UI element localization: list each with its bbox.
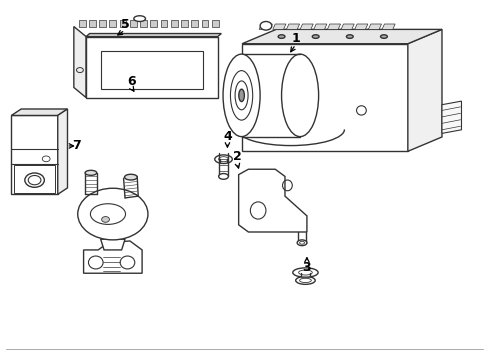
Polygon shape [191,20,198,27]
Polygon shape [242,30,441,44]
Polygon shape [300,24,313,30]
Polygon shape [120,20,126,27]
Polygon shape [11,116,58,194]
Polygon shape [74,27,86,98]
Ellipse shape [134,16,145,22]
Polygon shape [11,109,67,116]
Ellipse shape [85,170,97,175]
Ellipse shape [218,174,228,179]
Ellipse shape [102,217,109,222]
Polygon shape [58,109,67,194]
Ellipse shape [214,155,232,163]
Ellipse shape [292,268,318,277]
Text: 6: 6 [127,75,135,88]
Polygon shape [130,20,137,27]
Bar [14,165,55,193]
Polygon shape [367,24,381,30]
Polygon shape [313,24,326,30]
Polygon shape [381,24,394,30]
Polygon shape [201,20,208,27]
Polygon shape [272,24,285,30]
Bar [101,51,203,89]
Text: 1: 1 [291,32,300,45]
Polygon shape [242,44,407,151]
Polygon shape [83,241,142,273]
Polygon shape [238,169,306,232]
Polygon shape [101,239,125,250]
Polygon shape [150,20,157,27]
Text: 5: 5 [121,18,129,31]
Polygon shape [286,24,299,30]
Polygon shape [259,24,272,30]
Polygon shape [160,20,167,27]
Polygon shape [79,20,85,27]
Polygon shape [99,20,106,27]
Polygon shape [89,20,96,27]
Polygon shape [211,20,218,27]
Ellipse shape [238,89,244,102]
Ellipse shape [312,35,319,39]
Ellipse shape [295,276,315,284]
Polygon shape [86,37,217,98]
Polygon shape [140,20,147,27]
Ellipse shape [297,240,306,246]
Ellipse shape [223,54,260,136]
Ellipse shape [380,35,386,39]
Polygon shape [109,20,116,27]
Polygon shape [86,33,221,37]
Polygon shape [327,24,340,30]
Ellipse shape [124,174,137,180]
Ellipse shape [346,35,352,39]
Polygon shape [354,24,367,30]
Ellipse shape [278,35,285,39]
Ellipse shape [281,54,318,136]
Text: 7: 7 [72,139,81,152]
Text: 4: 4 [223,130,231,144]
Polygon shape [181,20,187,27]
Polygon shape [170,20,177,27]
Ellipse shape [25,173,44,187]
Polygon shape [407,30,441,151]
Ellipse shape [78,188,148,240]
Polygon shape [441,101,461,134]
Ellipse shape [260,22,271,30]
Text: 3: 3 [302,261,310,274]
Text: 2: 2 [232,150,241,163]
Polygon shape [340,24,353,30]
